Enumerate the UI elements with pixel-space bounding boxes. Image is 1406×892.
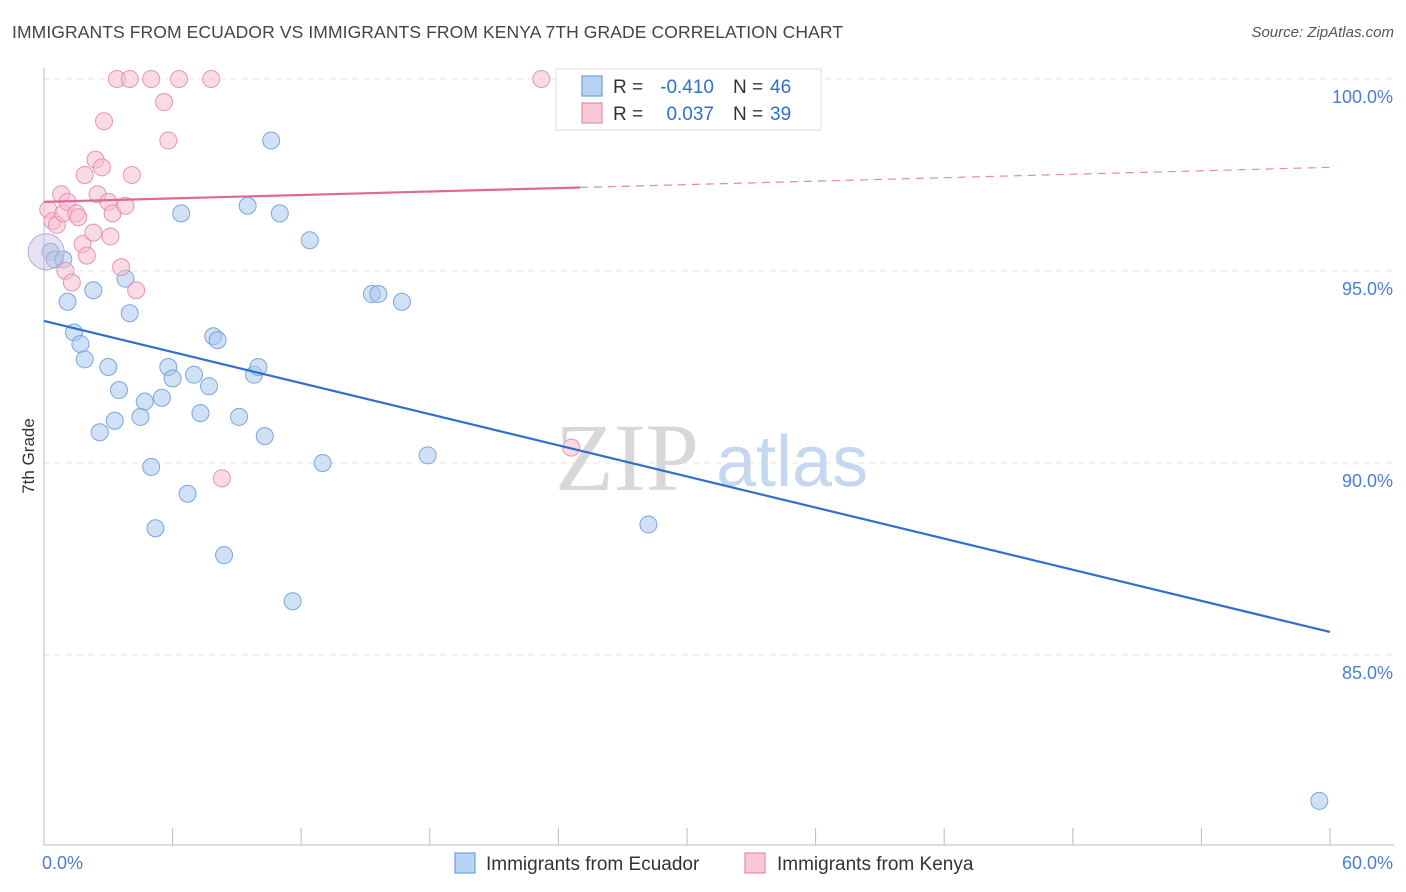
point-ecuador <box>1310 791 1329 810</box>
point-ecuador <box>215 546 234 565</box>
stats-n-value-kenya: 39 <box>770 104 791 125</box>
chart-title: IMMIGRANTS FROM ECUADOR VS IMMIGRANTS FR… <box>12 22 844 42</box>
x-tick-label-max: 60.0% <box>1342 853 1393 873</box>
point-ecuador <box>120 304 139 323</box>
point-kenya <box>120 70 139 88</box>
stats-swatch-ecuador <box>581 75 603 97</box>
stats-r-value-kenya: 0.037 <box>666 104 714 125</box>
point-ecuador <box>418 446 437 465</box>
point-kenya <box>101 227 120 246</box>
point-kenya <box>112 258 131 277</box>
point-kenya <box>202 70 221 88</box>
trend-line-kenya <box>43 186 580 203</box>
y-tick-label: 95.0% <box>1342 279 1393 299</box>
point-ecuador <box>191 404 210 423</box>
point-ecuador <box>185 365 204 384</box>
point-kenya <box>69 208 88 227</box>
source-credit: Source: ZipAtlas.com <box>1251 24 1394 41</box>
y-tick-label: 90.0% <box>1342 471 1393 491</box>
x-tick-label-min: 0.0% <box>42 853 83 873</box>
point-ecuador <box>208 331 227 350</box>
point-ecuador <box>90 423 109 442</box>
point-ecuador <box>178 484 197 503</box>
point-ecuador <box>75 350 94 369</box>
stats-n-label-kenya: N = <box>733 104 763 125</box>
bottom-legend: Immigrants from Ecuador Immigrants from … <box>454 852 974 875</box>
point-ecuador <box>300 231 319 250</box>
stats-legend-box: R = -0.410 N = 46 R = 0.037 N = 39 <box>555 68 822 131</box>
point-ecuador <box>262 131 281 150</box>
trend-line-ecuador <box>43 319 1331 634</box>
point-ecuador <box>146 519 165 538</box>
point-kenya <box>155 93 174 112</box>
legend-label-kenya: Immigrants from Kenya <box>777 854 974 875</box>
legend-swatch-ecuador <box>454 852 476 874</box>
x-tick-labels: 0.0% 60.0% <box>42 853 1393 873</box>
point-kenya <box>95 112 114 131</box>
stats-n-value-ecuador: 46 <box>770 77 791 98</box>
point-ecuador <box>172 204 191 223</box>
legend-swatch-kenya <box>744 852 766 874</box>
stats-n-label-ecuador: N = <box>733 77 763 98</box>
point-kenya <box>116 196 135 215</box>
point-ecuador <box>270 204 289 223</box>
y-tick-label: 100.0% <box>1332 87 1393 107</box>
stats-r-label-ecuador: R = <box>613 77 643 98</box>
y-tick-label: 85.0% <box>1342 663 1393 683</box>
point-kenya <box>532 70 551 88</box>
point-ecuador <box>639 515 658 534</box>
point-ecuador <box>200 377 219 396</box>
point-ecuador <box>142 457 161 476</box>
watermark-zip: ZIP <box>555 404 699 511</box>
point-ecuador <box>163 369 182 388</box>
point-ecuador <box>110 381 129 400</box>
point-kenya <box>122 166 141 184</box>
stats-r-label-kenya: R = <box>613 104 643 125</box>
stats-r-value-ecuador: -0.410 <box>660 77 714 98</box>
point-ecuador <box>283 592 302 611</box>
point-ecuador <box>313 454 332 472</box>
point-kenya <box>142 70 161 88</box>
point-ecuador <box>230 407 249 426</box>
point-ecuador <box>152 388 171 407</box>
point-ecuador <box>84 281 103 300</box>
axes <box>43 68 1394 846</box>
trend-lines <box>43 166 1331 634</box>
legend-label-ecuador: Immigrants from Ecuador <box>486 854 700 875</box>
point-ecuador <box>71 334 90 353</box>
point-kenya <box>84 223 103 242</box>
point-kenya <box>212 469 231 488</box>
point-kenya <box>92 158 111 177</box>
point-ecuador <box>99 358 118 376</box>
point-ecuador <box>135 392 154 411</box>
point-kenya <box>75 166 94 184</box>
stats-swatch-kenya <box>581 102 603 124</box>
point-ecuador <box>255 427 274 446</box>
point-ecuador <box>369 285 388 304</box>
point-kenya <box>62 273 81 292</box>
y-axis-title: 7th Grade <box>19 418 38 494</box>
point-ecuador <box>105 411 124 430</box>
point-ecuador <box>58 292 77 311</box>
point-ecuador <box>131 407 150 426</box>
trend-line-kenya-extension <box>579 166 1331 189</box>
point-kenya <box>159 131 178 150</box>
point-kenya <box>170 70 189 88</box>
y-tick-labels: 85.0% 90.0% 95.0% 100.0% <box>1332 87 1393 683</box>
point-ecuador <box>238 196 257 215</box>
grid-lines <box>44 78 1394 656</box>
point-cluster-origin <box>27 233 65 271</box>
point-kenya <box>127 281 146 300</box>
point-kenya <box>77 246 96 265</box>
data-points <box>27 70 1329 810</box>
point-ecuador <box>392 292 411 311</box>
